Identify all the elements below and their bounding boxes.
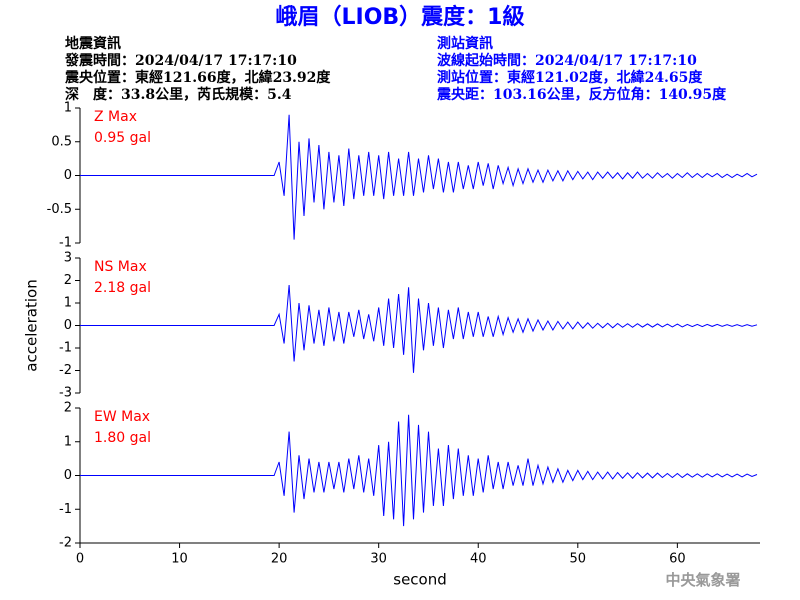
info-left: 深 度：33.8公里，芮氏規模：5.4 [65, 86, 292, 103]
y-tick-label: 2 [64, 401, 72, 416]
info-right: 測站位置：東經121.02度，北緯24.65度 [437, 69, 703, 86]
y-axis-label: acceleration [23, 279, 41, 371]
y-tick-label: -1 [59, 502, 72, 517]
waveform [80, 284, 758, 373]
y-tick-label: 2 [64, 273, 72, 288]
y-tick-label: 1 [64, 101, 72, 116]
x-tick-label: 0 [76, 552, 84, 567]
max-label: 1.80 gal [94, 430, 151, 446]
component-label: EW Max [94, 409, 150, 425]
y-tick-label: 1 [64, 296, 72, 311]
info-right: 震央距：103.16公里，反方位角：140.95度 [436, 86, 727, 103]
x-tick-label: 30 [370, 552, 387, 567]
y-tick-label: 3 [64, 251, 72, 266]
y-tick-label: -1 [59, 341, 72, 356]
watermark: 中央氣象署 [665, 571, 740, 589]
waveform [80, 114, 758, 240]
info-left: 地震資訊 [65, 35, 121, 52]
waveform [80, 414, 758, 527]
component-label: Z Max [94, 109, 137, 125]
x-tick-label: 60 [669, 552, 686, 567]
title: 峨眉（LIOB）震度：1級 [276, 4, 525, 30]
y-tick-label: 0 [64, 318, 72, 333]
x-tick-label: 20 [271, 552, 288, 567]
y-tick-label: 0 [64, 168, 72, 183]
x-axis-label: second [393, 571, 447, 589]
x-tick-label: 50 [570, 552, 587, 567]
y-tick-label: 0.5 [51, 134, 72, 149]
y-tick-label: -2 [59, 363, 72, 378]
y-tick-label: -1 [59, 236, 72, 251]
component-label: NS Max [94, 259, 147, 275]
y-tick-label: -2 [59, 536, 72, 551]
x-tick-label: 10 [171, 552, 188, 567]
info-right: 測站資訊 [437, 35, 493, 52]
max-label: 0.95 gal [94, 130, 151, 146]
y-tick-label: 0 [64, 468, 72, 483]
max-label: 2.18 gal [94, 280, 151, 296]
info-right: 波線起始時間：2024/04/17 17:17:10 [437, 52, 697, 69]
info-left: 發震時間：2024/04/17 17:17:10 [64, 52, 297, 69]
y-tick-label: 1 [64, 434, 72, 449]
y-tick-label: -0.5 [47, 202, 72, 217]
x-tick-label: 40 [470, 552, 487, 567]
info-left: 震央位置：東經121.66度，北緯23.92度 [64, 69, 331, 86]
y-tick-label: -3 [59, 386, 72, 401]
